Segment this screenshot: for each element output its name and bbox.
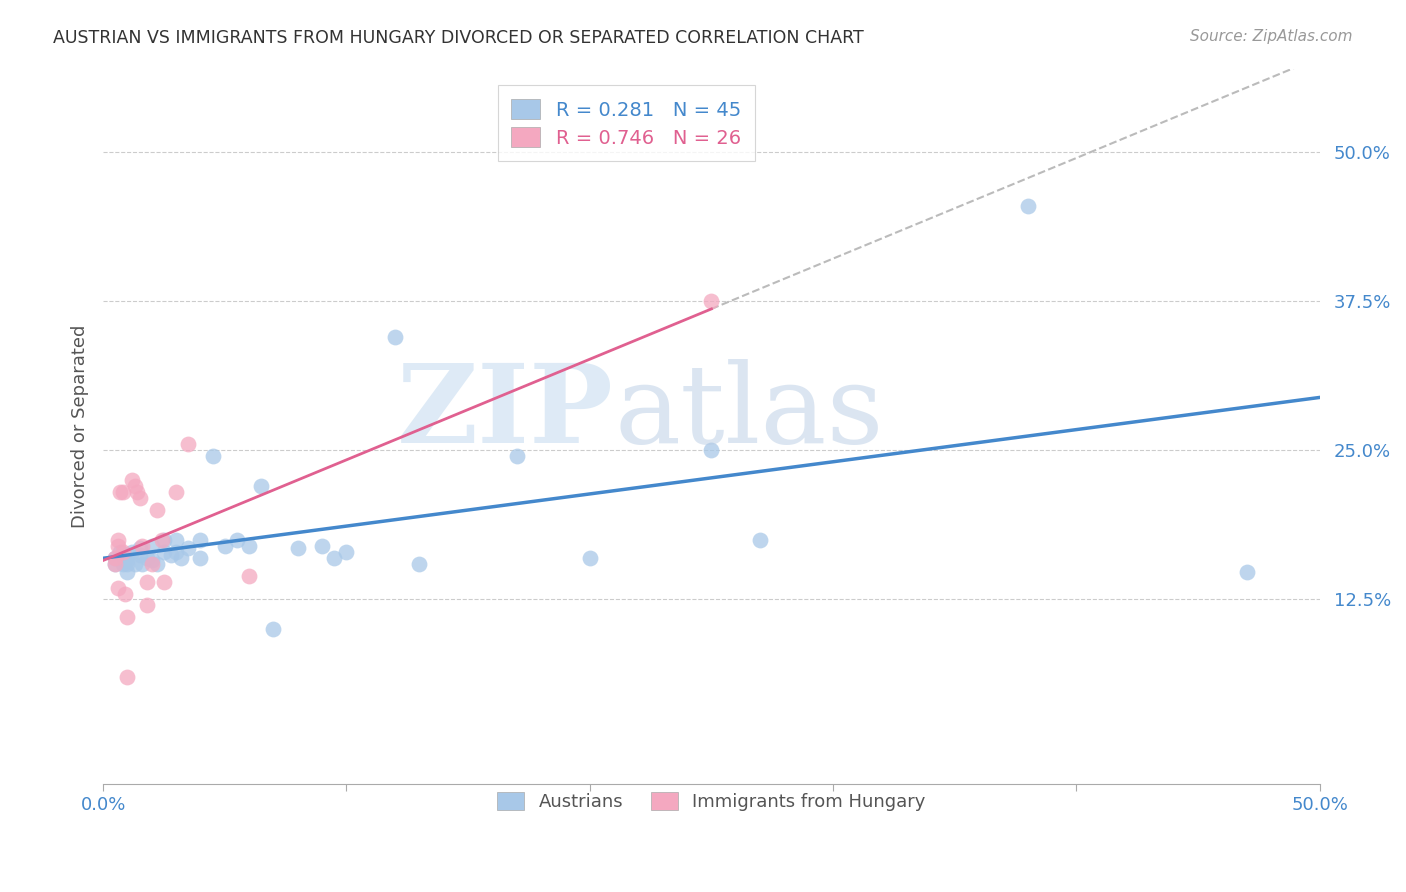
Point — [145, 557, 167, 571]
Text: AUSTRIAN VS IMMIGRANTS FROM HUNGARY DIVORCED OR SEPARATED CORRELATION CHART: AUSTRIAN VS IMMIGRANTS FROM HUNGARY DIVO… — [53, 29, 865, 46]
Point — [287, 541, 309, 556]
Point — [250, 479, 273, 493]
Point — [128, 491, 150, 505]
Point — [700, 294, 723, 309]
Point — [145, 503, 167, 517]
Point — [311, 539, 333, 553]
Legend: Austrians, Immigrants from Hungary: Austrians, Immigrants from Hungary — [482, 777, 941, 825]
Point — [121, 545, 143, 559]
Point — [111, 557, 134, 571]
Point — [127, 485, 149, 500]
Point — [506, 450, 529, 464]
Point — [131, 539, 153, 553]
Point — [262, 623, 284, 637]
Point — [117, 549, 139, 563]
Point — [128, 541, 150, 556]
Point — [1017, 199, 1039, 213]
Point — [121, 473, 143, 487]
Point — [408, 557, 430, 571]
Point — [214, 539, 236, 553]
Point — [153, 574, 176, 589]
Point — [323, 550, 346, 565]
Point — [384, 330, 406, 344]
Point — [141, 557, 163, 571]
Point — [117, 610, 139, 624]
Point — [141, 539, 163, 553]
Text: atlas: atlas — [614, 359, 884, 466]
Point — [749, 533, 772, 547]
Point — [170, 550, 193, 565]
Point — [124, 479, 146, 493]
Point — [226, 533, 249, 547]
Y-axis label: Divorced or Separated: Divorced or Separated — [72, 325, 89, 528]
Point — [104, 557, 127, 571]
Point — [114, 553, 136, 567]
Point — [700, 443, 723, 458]
Point — [190, 550, 212, 565]
Point — [177, 437, 200, 451]
Point — [135, 599, 157, 613]
Text: Source: ZipAtlas.com: Source: ZipAtlas.com — [1189, 29, 1353, 44]
Point — [108, 485, 131, 500]
Point — [104, 550, 127, 565]
Point — [578, 550, 600, 565]
Point — [153, 545, 176, 559]
Point — [117, 670, 139, 684]
Point — [177, 541, 200, 556]
Point — [160, 549, 183, 563]
Point — [108, 545, 131, 559]
Point — [117, 565, 139, 579]
Point — [111, 485, 134, 500]
Point — [335, 545, 357, 559]
Point — [153, 533, 176, 547]
Point — [107, 533, 129, 547]
Point — [165, 485, 187, 500]
Point — [131, 557, 153, 571]
Point — [124, 557, 146, 571]
Point — [128, 549, 150, 563]
Point — [117, 553, 139, 567]
Point — [107, 581, 129, 595]
Point — [107, 539, 129, 553]
Point — [135, 574, 157, 589]
Point — [141, 553, 163, 567]
Point — [111, 545, 134, 559]
Point — [135, 550, 157, 565]
Point — [165, 545, 187, 559]
Point — [238, 568, 260, 582]
Point — [190, 533, 212, 547]
Point — [201, 450, 224, 464]
Point — [117, 557, 139, 571]
Point — [104, 550, 127, 565]
Point — [165, 533, 187, 547]
Point — [104, 557, 127, 571]
Point — [238, 539, 260, 553]
Text: ZIP: ZIP — [398, 359, 614, 466]
Point — [114, 586, 136, 600]
Point — [1236, 565, 1258, 579]
Point — [150, 533, 173, 547]
